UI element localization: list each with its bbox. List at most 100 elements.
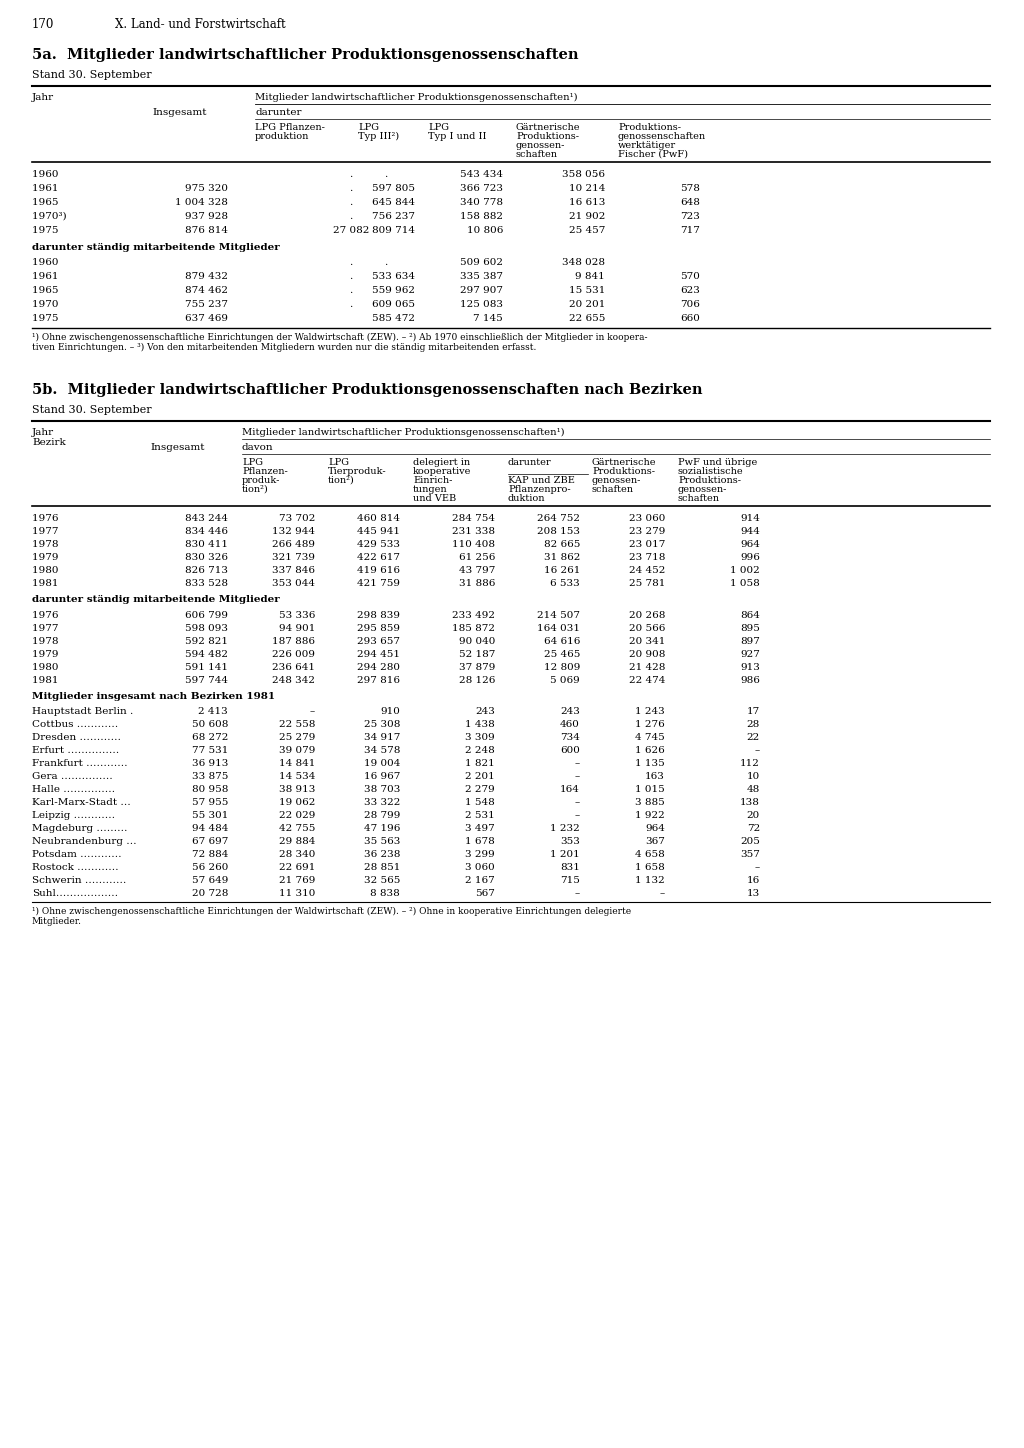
Text: 5a.  Mitglieder landwirtschaftlicher Produktionsgenossenschaften: 5a. Mitglieder landwirtschaftlicher Prod… — [32, 48, 579, 62]
Text: 25 465: 25 465 — [544, 650, 580, 659]
Text: 110 408: 110 408 — [452, 540, 495, 549]
Text: 9 841: 9 841 — [575, 272, 605, 281]
Text: 10: 10 — [746, 772, 760, 780]
Text: 17: 17 — [746, 707, 760, 715]
Text: 986: 986 — [740, 676, 760, 685]
Text: 233 492: 233 492 — [452, 611, 495, 620]
Text: 231 338: 231 338 — [452, 527, 495, 536]
Text: 8 838: 8 838 — [371, 889, 400, 898]
Text: 1977: 1977 — [32, 624, 94, 633]
Text: 10 806: 10 806 — [467, 226, 503, 235]
Text: 2 279: 2 279 — [465, 785, 495, 794]
Text: Jahr: Jahr — [32, 93, 54, 101]
Text: Produktions-: Produktions- — [678, 476, 741, 485]
Text: KAP und ZBE: KAP und ZBE — [508, 476, 574, 485]
Text: 879 432: 879 432 — [185, 272, 228, 281]
Text: 28 851: 28 851 — [364, 863, 400, 872]
Text: LPG: LPG — [242, 458, 263, 468]
Text: 910: 910 — [380, 707, 400, 715]
Text: 645 844: 645 844 — [372, 198, 415, 207]
Text: Mitglieder.: Mitglieder. — [32, 917, 82, 927]
Text: 964: 964 — [645, 824, 665, 833]
Text: 715: 715 — [560, 876, 580, 885]
Text: 996: 996 — [740, 553, 760, 562]
Text: 897: 897 — [740, 637, 760, 646]
Text: 597 744: 597 744 — [185, 676, 228, 685]
Text: Halle ……………: Halle …………… — [32, 785, 115, 794]
Text: 337 846: 337 846 — [272, 566, 315, 575]
Text: 567: 567 — [475, 889, 495, 898]
Text: 1960: 1960 — [32, 258, 111, 266]
Text: 3 497: 3 497 — [465, 824, 495, 833]
Text: Stand 30. September: Stand 30. September — [32, 405, 152, 416]
Text: 29 884: 29 884 — [279, 837, 315, 846]
Text: Hauptstadt Berlin .: Hauptstadt Berlin . — [32, 707, 133, 715]
Text: –: – — [574, 798, 580, 807]
Text: Neubrandenburg …: Neubrandenburg … — [32, 837, 136, 846]
Text: 5 069: 5 069 — [550, 676, 580, 685]
Text: tungen: tungen — [413, 485, 447, 494]
Text: 35 563: 35 563 — [364, 837, 400, 846]
Text: 22: 22 — [746, 733, 760, 741]
Text: 187 886: 187 886 — [272, 637, 315, 646]
Text: 648: 648 — [680, 198, 700, 207]
Text: Suhl………………: Suhl……………… — [32, 889, 118, 898]
Text: 353: 353 — [560, 837, 580, 846]
Text: 975 320: 975 320 — [185, 184, 228, 193]
Text: 1976: 1976 — [32, 611, 94, 620]
Text: Karl-Marx-Stadt …: Karl-Marx-Stadt … — [32, 798, 131, 807]
Text: 353 044: 353 044 — [272, 579, 315, 588]
Text: 266 489: 266 489 — [272, 540, 315, 549]
Text: 833 528: 833 528 — [185, 579, 228, 588]
Text: 11 310: 11 310 — [279, 889, 315, 898]
Text: 25 781: 25 781 — [629, 579, 665, 588]
Text: 598 093: 598 093 — [185, 624, 228, 633]
Text: 358 056: 358 056 — [562, 169, 605, 180]
Text: 20 728: 20 728 — [191, 889, 228, 898]
Text: Frankfurt …………: Frankfurt ………… — [32, 759, 128, 767]
Text: 826 713: 826 713 — [185, 566, 228, 575]
Text: .: . — [384, 169, 388, 180]
Text: schaften: schaften — [516, 151, 558, 159]
Text: 132 944: 132 944 — [272, 527, 315, 536]
Text: Cottbus …………: Cottbus ………… — [32, 720, 118, 728]
Text: 23 718: 23 718 — [629, 553, 665, 562]
Text: 1 201: 1 201 — [550, 850, 580, 859]
Text: 164 031: 164 031 — [537, 624, 580, 633]
Text: 23 017: 23 017 — [629, 540, 665, 549]
Text: 592 821: 592 821 — [185, 637, 228, 646]
Text: 597 805: 597 805 — [372, 184, 415, 193]
Text: .: . — [349, 258, 352, 266]
Text: LPG Pflanzen-: LPG Pflanzen- — [255, 123, 325, 132]
Text: 90 040: 90 040 — [459, 637, 495, 646]
Text: 1978: 1978 — [32, 637, 94, 646]
Text: 23 060: 23 060 — [629, 514, 665, 523]
Text: 72 884: 72 884 — [191, 850, 228, 859]
Text: 248 342: 248 342 — [272, 676, 315, 685]
Text: 67 697: 67 697 — [191, 837, 228, 846]
Text: 297 907: 297 907 — [460, 287, 503, 295]
Text: 31 862: 31 862 — [544, 553, 580, 562]
Text: Insgesamt: Insgesamt — [152, 109, 207, 117]
Text: 170: 170 — [32, 17, 54, 30]
Text: Fischer (PwF): Fischer (PwF) — [618, 151, 688, 159]
Text: 913: 913 — [740, 663, 760, 672]
Text: .: . — [593, 258, 597, 266]
Text: 591 141: 591 141 — [185, 663, 228, 672]
Text: 609 065: 609 065 — [372, 300, 415, 308]
Text: Rostock …………: Rostock ………… — [32, 863, 119, 872]
Text: 5b.  Mitglieder landwirtschaftlicher Produktionsgenossenschaften nach Bezirken: 5b. Mitglieder landwirtschaftlicher Prod… — [32, 384, 702, 397]
Text: 1977: 1977 — [32, 527, 94, 536]
Text: 1 658: 1 658 — [635, 863, 665, 872]
Text: 3 060: 3 060 — [465, 863, 495, 872]
Text: 1 821: 1 821 — [465, 759, 495, 767]
Text: 21 769: 21 769 — [279, 876, 315, 885]
Text: und VEB: und VEB — [413, 494, 457, 502]
Text: produktion: produktion — [255, 132, 309, 140]
Text: delegiert in: delegiert in — [413, 458, 470, 468]
Text: 594 482: 594 482 — [185, 650, 228, 659]
Text: darunter ständig mitarbeitende Mitglieder: darunter ständig mitarbeitende Mitgliede… — [32, 595, 280, 604]
Text: 723: 723 — [680, 211, 700, 222]
Text: 20 341: 20 341 — [629, 637, 665, 646]
Text: 2 201: 2 201 — [465, 772, 495, 780]
